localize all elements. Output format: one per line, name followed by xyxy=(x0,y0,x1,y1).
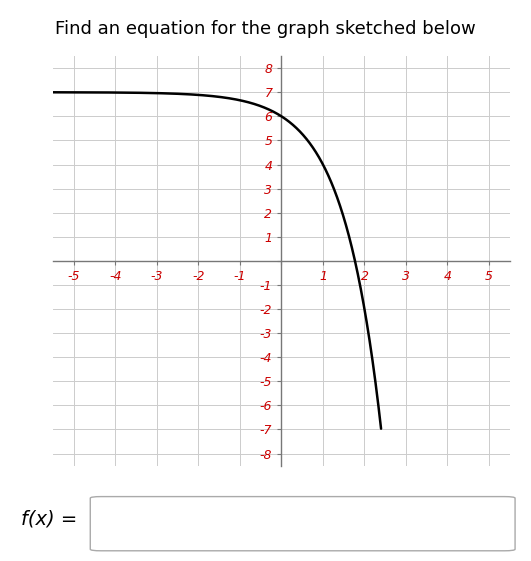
Text: f(x) =: f(x) = xyxy=(21,509,78,528)
Text: Find an equation for the graph sketched below: Find an equation for the graph sketched … xyxy=(55,20,476,38)
FancyBboxPatch shape xyxy=(90,496,515,551)
